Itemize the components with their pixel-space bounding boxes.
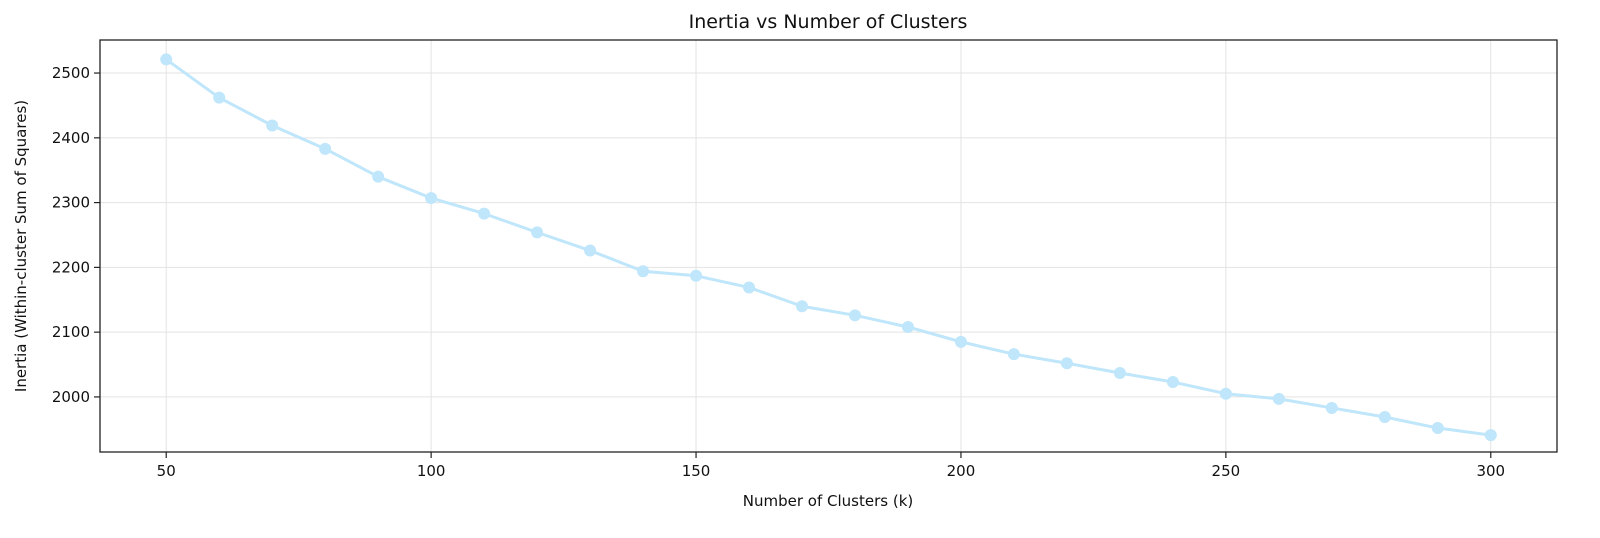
- data-point-k-140: [637, 265, 650, 278]
- data-point-k-190: [901, 320, 914, 333]
- chart-title: Inertia vs Number of Clusters: [689, 11, 968, 33]
- y-tick-label: 2100: [52, 323, 90, 341]
- grid: [100, 40, 1557, 452]
- x-tick-label: 300: [1476, 462, 1505, 480]
- x-tick-label: 200: [947, 462, 976, 480]
- data-point-k-110: [478, 207, 491, 220]
- y-tick-label: 2500: [52, 64, 90, 82]
- data-point-k-130: [584, 244, 597, 257]
- x-axis-label: Number of Clusters (k): [743, 492, 913, 510]
- data-point-k-50: [160, 53, 173, 66]
- data-point-k-210: [1007, 348, 1020, 361]
- data-point-k-280: [1378, 411, 1391, 424]
- plot-frame: [99, 39, 1558, 453]
- y-tick-label: 2300: [52, 194, 90, 212]
- x-tick-label: 50: [157, 462, 176, 480]
- data-point-k-270: [1325, 401, 1338, 414]
- data-point-k-260: [1272, 392, 1285, 405]
- data-point-k-160: [743, 281, 756, 294]
- data-point-k-300: [1484, 429, 1497, 442]
- data-point-k-170: [796, 300, 809, 313]
- x-tick-label: 100: [417, 462, 446, 480]
- x-tick-label: 150: [682, 462, 711, 480]
- data-point-k-100: [425, 192, 438, 205]
- y-tick-label: 2400: [52, 129, 90, 147]
- y-tick-label: 2200: [52, 258, 90, 276]
- data-point-k-120: [531, 226, 544, 239]
- data-point-k-150: [690, 269, 703, 282]
- data-point-k-90: [372, 170, 385, 183]
- data-point-k-70: [266, 119, 279, 132]
- data-point-k-240: [1166, 376, 1179, 389]
- y-axis-label: Inertia (Within-cluster Sum of Squares): [12, 100, 30, 392]
- data-point-k-200: [954, 335, 967, 348]
- y-tick-label: 2000: [52, 388, 90, 406]
- data-point-k-250: [1219, 387, 1232, 400]
- data-point-k-290: [1431, 422, 1444, 435]
- ticks: 50 100 150 200 250 300 2000 2100 2200 2300 2400 250…: [52, 64, 1505, 480]
- data-point-k-220: [1060, 357, 1073, 370]
- inertia-line: [165, 58, 1491, 437]
- data-point-k-230: [1113, 366, 1126, 379]
- x-tick-label: 250: [1212, 462, 1241, 480]
- data-point-k-80: [319, 142, 332, 155]
- data-point-k-60: [213, 91, 226, 104]
- series: [160, 53, 1497, 442]
- data-point-k-180: [848, 309, 861, 322]
